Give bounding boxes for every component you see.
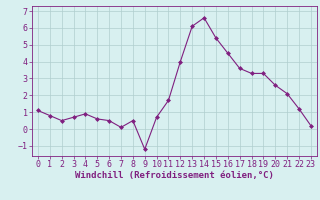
X-axis label: Windchill (Refroidissement éolien,°C): Windchill (Refroidissement éolien,°C) — [75, 171, 274, 180]
